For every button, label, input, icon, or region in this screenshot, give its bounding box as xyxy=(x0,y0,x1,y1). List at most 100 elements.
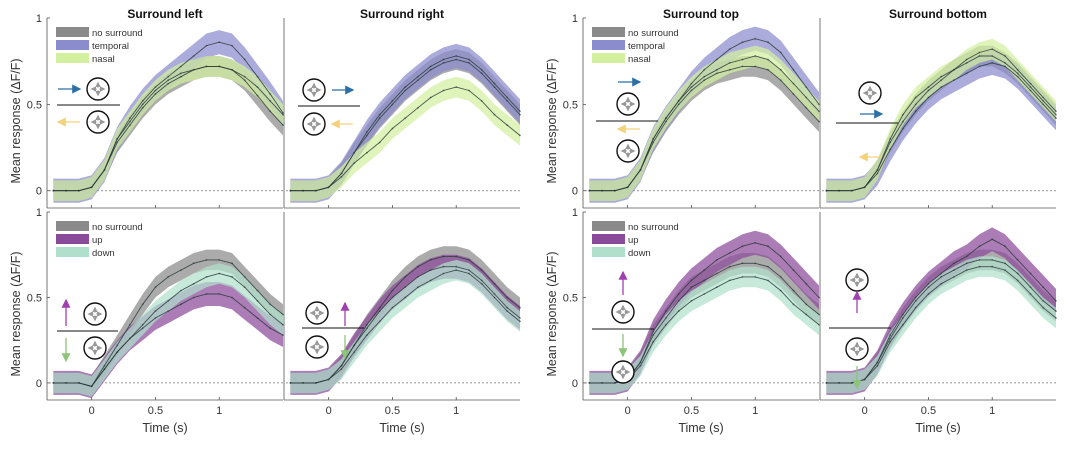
data-point xyxy=(218,259,221,261)
data-point xyxy=(493,296,496,299)
data-point xyxy=(493,86,496,88)
y-tick-label: 0 xyxy=(36,378,42,390)
data-point xyxy=(192,55,195,57)
data-point xyxy=(703,293,706,295)
legend-swatch xyxy=(56,27,89,37)
stimulus-icon-top xyxy=(86,77,110,101)
data-point xyxy=(805,86,808,88)
data-point xyxy=(116,138,119,140)
data-point xyxy=(218,41,221,44)
data-point xyxy=(978,51,981,54)
data-point xyxy=(141,100,144,102)
data-point xyxy=(366,327,368,330)
data-point xyxy=(818,313,820,316)
stimulus-icon-bottom xyxy=(83,336,107,360)
data-point xyxy=(863,378,866,381)
data-point xyxy=(716,68,718,71)
data-point xyxy=(141,327,144,330)
data-point xyxy=(468,269,470,271)
data-point xyxy=(601,382,603,384)
data-point xyxy=(205,44,208,47)
data-point xyxy=(129,124,131,126)
data-point xyxy=(480,72,483,75)
legend-swatch xyxy=(56,234,89,244)
data-point xyxy=(940,75,943,78)
data-point xyxy=(991,55,994,57)
data-point xyxy=(180,75,182,78)
data-point xyxy=(779,289,782,292)
data-point xyxy=(652,330,655,333)
band-nasal xyxy=(53,56,284,202)
legend-label: no surround xyxy=(628,28,679,39)
x-tick-label: 0.5 xyxy=(684,405,699,417)
data-point xyxy=(519,110,521,113)
data-point xyxy=(468,62,470,64)
data-point xyxy=(927,96,930,99)
data-point xyxy=(167,310,170,312)
x-tick-label: 0.5 xyxy=(921,405,936,417)
data-point xyxy=(180,289,182,292)
y-tick-label: 0.5 xyxy=(27,292,42,304)
data-point xyxy=(978,265,981,268)
data-point xyxy=(665,323,667,326)
data-point xyxy=(851,382,853,384)
data-point xyxy=(256,317,259,319)
y-tick-label: 1 xyxy=(572,207,578,219)
data-point xyxy=(78,382,80,384)
legend-label: down xyxy=(628,248,651,259)
data-point xyxy=(1004,65,1006,68)
data-point xyxy=(468,272,470,275)
legend-swatch xyxy=(56,53,89,63)
data-point xyxy=(116,351,119,353)
legend-label: temporal xyxy=(92,41,129,52)
data-point xyxy=(754,55,757,57)
data-point xyxy=(455,265,458,268)
data-point xyxy=(256,86,259,88)
data-point xyxy=(889,341,892,343)
data-point xyxy=(429,259,432,261)
data-point xyxy=(353,162,356,165)
data-point xyxy=(192,282,195,285)
data-point xyxy=(129,117,131,120)
legend-label: up xyxy=(92,235,103,246)
data-point xyxy=(455,58,458,61)
data-point xyxy=(889,148,892,151)
data-point xyxy=(978,65,981,68)
y-tick-label: 0 xyxy=(36,186,42,198)
data-point xyxy=(588,189,591,192)
data-point xyxy=(639,169,642,171)
stimulus-circle xyxy=(845,268,869,292)
data-point xyxy=(243,276,246,278)
data-point xyxy=(953,269,955,271)
data-point xyxy=(716,272,718,275)
data-point xyxy=(1016,279,1019,282)
data-point xyxy=(914,110,917,113)
data-point xyxy=(442,265,445,268)
data-point xyxy=(429,96,432,99)
data-point xyxy=(340,364,343,367)
data-point xyxy=(767,245,769,248)
data-point xyxy=(269,100,272,102)
data-point xyxy=(927,86,930,88)
data-point xyxy=(601,189,603,192)
data-point xyxy=(65,382,67,384)
data-point xyxy=(315,189,317,192)
data-point xyxy=(243,286,246,289)
data-point xyxy=(728,252,731,254)
data-point xyxy=(468,259,470,261)
data-point xyxy=(391,103,394,106)
data-point xyxy=(940,276,943,278)
data-point xyxy=(614,189,616,192)
data-point xyxy=(429,279,432,282)
data-point xyxy=(991,259,994,261)
stimulus-icon-top xyxy=(858,81,882,105)
data-point xyxy=(690,89,693,92)
data-point xyxy=(703,68,706,71)
data-point xyxy=(665,120,667,123)
data-point xyxy=(741,262,744,265)
data-point xyxy=(1029,89,1032,92)
data-point xyxy=(506,124,509,126)
legend-label: no surround xyxy=(92,222,143,233)
data-point xyxy=(754,276,757,278)
legend-label: nasal xyxy=(628,54,651,65)
